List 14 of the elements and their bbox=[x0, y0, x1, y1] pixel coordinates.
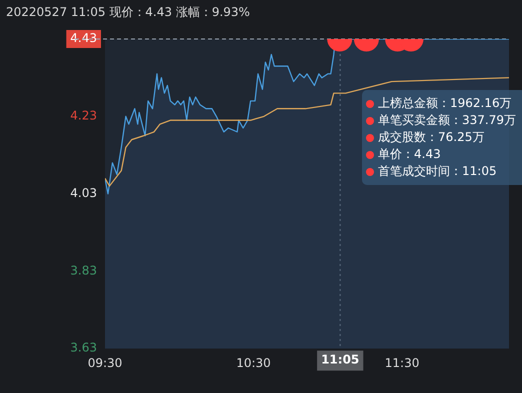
y-tick-label: 4.03 bbox=[70, 186, 97, 200]
y-tick-label: 4.23 bbox=[70, 108, 97, 123]
annotation: 上榜总金额：1962.16万 bbox=[378, 95, 512, 112]
annotation: 成交股数：76.25万 bbox=[378, 129, 484, 146]
annotation: 首笔成交时间：11:05 bbox=[378, 163, 497, 180]
y-tick-label: 3.83 bbox=[70, 263, 97, 278]
x-tick-label: 10:30 bbox=[236, 356, 271, 370]
ref-line-label: 11:05 bbox=[321, 352, 360, 367]
x-tick-label: 11:30 bbox=[384, 356, 420, 370]
annotation: 单价：4.43 bbox=[378, 146, 441, 163]
y-tick-label: 3.63 bbox=[70, 340, 97, 355]
annotation: 单笔买卖金额：337.79万 bbox=[378, 112, 516, 129]
x-tick-label: 09:30 bbox=[88, 356, 122, 370]
chart-title: 20220527 11:05 现价：4.43 涨幅：9.93% bbox=[6, 4, 250, 21]
